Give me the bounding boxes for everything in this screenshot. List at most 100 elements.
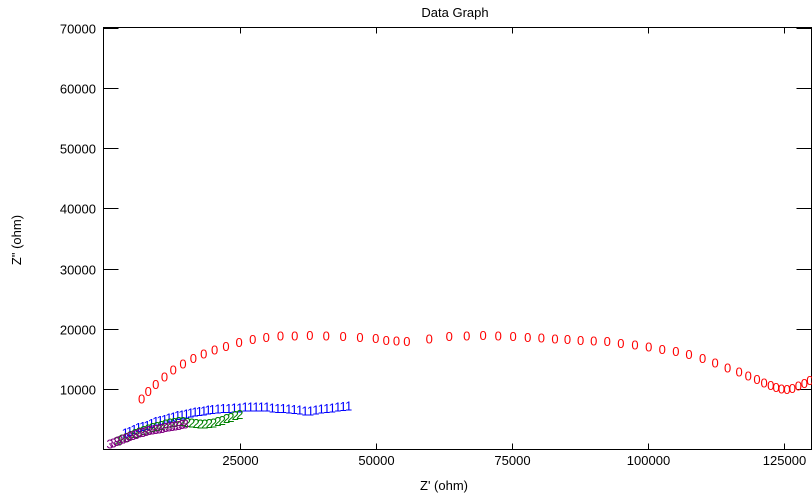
data-point: 3	[129, 428, 136, 443]
data-point: 0	[801, 376, 808, 391]
data-point: 3	[139, 425, 146, 440]
data-point: 0	[495, 329, 502, 344]
data-point: 3	[110, 435, 117, 450]
data-point: 3	[126, 429, 133, 444]
data-point: 1	[280, 401, 287, 416]
axis-ticks: 25000 50000 75000 100000 1250001000020000300…	[60, 22, 812, 468]
data-point: 1	[170, 409, 177, 424]
plot-frame	[103, 27, 812, 450]
data-point: 0	[711, 356, 718, 371]
data-point: 2	[188, 415, 195, 430]
data-point: 1	[290, 402, 297, 417]
data-point: 1	[318, 402, 325, 417]
x-tick-label: 50000	[358, 453, 394, 468]
data-point: 3	[152, 422, 159, 437]
data-point: 1	[204, 403, 211, 418]
data-point: 0	[463, 329, 470, 344]
data-point: 2	[136, 424, 143, 439]
data-point: 2	[227, 410, 234, 425]
x-tick-label: 100000	[627, 453, 670, 468]
data-point: 1	[236, 400, 243, 415]
data-point: 0	[170, 362, 177, 377]
data-point: 3	[165, 420, 172, 435]
y-tick-label: 60000	[60, 82, 96, 97]
data-point: 0	[789, 381, 796, 396]
data-point: 3	[133, 427, 140, 442]
y-tick-label: 70000	[60, 22, 96, 37]
data-point: 0	[393, 333, 400, 348]
data-point: 0	[152, 377, 159, 392]
data-point: 1	[334, 400, 341, 415]
data-point: 2	[127, 428, 134, 443]
data-point: 0	[772, 380, 779, 395]
data-point: 1	[126, 424, 133, 439]
data-point: 3	[106, 437, 113, 452]
data-point: 0	[735, 365, 742, 380]
data-point: 2	[210, 415, 217, 430]
data-point: 2	[162, 417, 169, 432]
data-point: 2	[232, 408, 239, 423]
data-point: 0	[211, 342, 218, 357]
data-point: 0	[795, 379, 802, 394]
data-point: 1	[135, 420, 142, 435]
data-point: 0	[479, 328, 486, 343]
data-point: 1	[241, 400, 248, 415]
data-point: 0	[745, 368, 752, 383]
data-point: 0	[604, 334, 611, 349]
data-point: 1	[178, 408, 185, 423]
data-point: 2	[140, 423, 147, 438]
data-point: 1	[143, 418, 150, 433]
data-point: 2	[123, 430, 130, 445]
data-point: 3	[182, 417, 189, 432]
data-point: 0	[699, 351, 706, 366]
data-point: 3	[116, 433, 123, 448]
data-point: 1	[148, 416, 155, 431]
data-point: 0	[672, 344, 679, 359]
data-point: 0	[645, 339, 652, 354]
data-point: 1	[191, 405, 198, 420]
y-tick-label: 40000	[60, 202, 96, 217]
x-axis-label: Z' (ohm)	[420, 478, 468, 493]
data-point: 1	[269, 400, 276, 415]
data-point: 2	[236, 407, 243, 422]
data-point: 1	[339, 399, 346, 414]
data-point: 1	[214, 402, 221, 417]
data-point: 0	[753, 372, 760, 387]
data-point: 3	[178, 417, 185, 432]
data-point: 1	[301, 403, 308, 418]
data-point: 0	[145, 384, 152, 399]
data-point: 1	[152, 414, 159, 429]
data-point: 0	[617, 336, 624, 351]
data-point: 0	[724, 361, 731, 376]
data-point: 3	[162, 420, 169, 435]
data-point: 0	[767, 378, 774, 393]
data-point: 1	[345, 399, 352, 414]
data-point: 0	[179, 356, 186, 371]
data-point: 0	[783, 382, 790, 397]
data-point: 1	[183, 406, 190, 421]
data-point: 0	[538, 330, 545, 345]
data-point: 3	[119, 432, 126, 447]
data-point: 3	[172, 418, 179, 433]
y-tick-label: 30000	[60, 263, 96, 278]
data-point: 0	[235, 335, 242, 350]
data-point: 0	[372, 331, 379, 346]
data-point: 1	[296, 403, 303, 418]
data-point: 0	[659, 342, 666, 357]
data-point: 3	[142, 424, 149, 439]
data-point: 0	[222, 339, 229, 354]
data-point: 0	[577, 333, 584, 348]
data-point: 1	[312, 403, 319, 418]
data-point: 0	[524, 330, 531, 345]
data-point: 3	[136, 426, 143, 441]
data-point: 2	[201, 417, 208, 432]
data-point: 1	[274, 401, 281, 416]
data-point: 2	[158, 418, 165, 433]
data-point: 0	[249, 332, 256, 347]
data-point: 1	[247, 400, 254, 415]
data-point: 2	[206, 416, 213, 431]
